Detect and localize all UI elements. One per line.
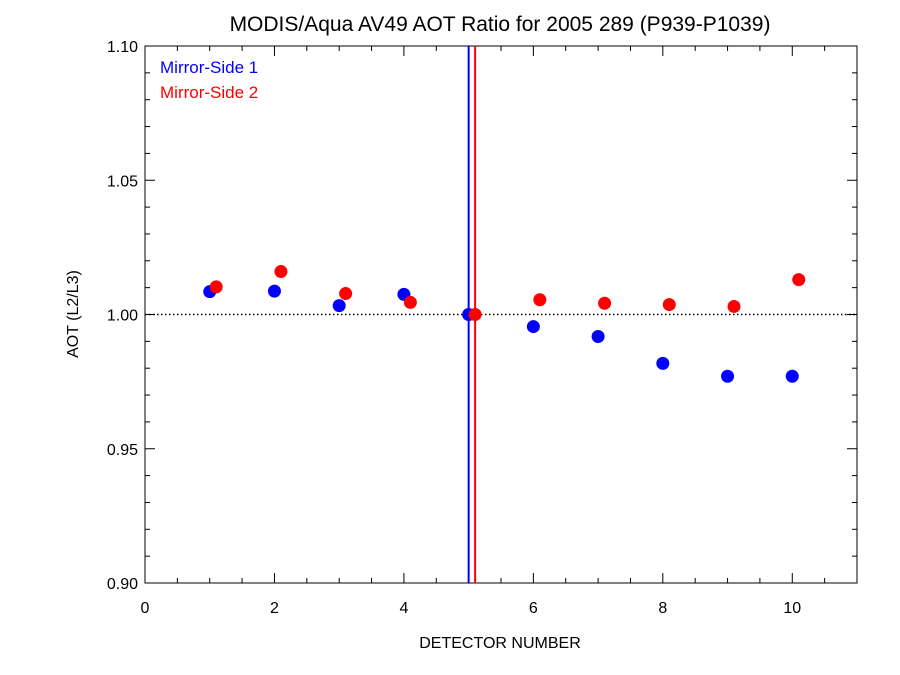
series-2-point: [403, 295, 417, 309]
series-2-point: [727, 299, 741, 313]
x-tick-label: 0: [141, 600, 150, 617]
chart-title: MODIS/Aqua AV49 AOT Ratio for 2005 289 (…: [230, 13, 771, 36]
y-tick-label: 0.95: [107, 442, 138, 459]
series-1-point: [591, 330, 605, 344]
legend: Mirror-Side 1 Mirror-Side 2: [160, 58, 258, 102]
y-tick-label: 0.90: [107, 576, 138, 593]
y-axis-label: AOT (L2/L3): [65, 270, 82, 358]
plot-area: 0 2 4 6 8 10 0.90 0.95 1.00 1.05 1.10: [107, 39, 858, 617]
y-tick-label: 1.00: [107, 308, 138, 325]
legend-entry-2: Mirror-Side 2: [160, 83, 258, 102]
series-2-point: [209, 280, 223, 294]
x-tick-label: 4: [399, 600, 408, 617]
y-tick-label: 1.10: [107, 39, 138, 56]
series-2-point: [662, 298, 676, 312]
x-tick-label: 6: [529, 600, 538, 617]
legend-entry-1: Mirror-Side 1: [160, 58, 258, 77]
series-2-point: [533, 293, 547, 307]
series-1-point: [332, 299, 346, 313]
x-tick-label: 2: [270, 600, 279, 617]
x-tick-label: 10: [783, 600, 801, 617]
series-2-point: [468, 308, 482, 321]
series-1-point: [721, 369, 735, 383]
series-1-point: [656, 356, 670, 370]
y-tick-label: 1.05: [107, 173, 138, 190]
series-2-point: [339, 287, 353, 301]
x-axis-label: DETECTOR NUMBER: [419, 635, 581, 652]
x-tick-label: 8: [658, 600, 667, 617]
series-2-point: [792, 273, 806, 287]
series-1-point: [267, 284, 281, 298]
series-1-point: [526, 320, 540, 334]
series-2-point: [598, 296, 612, 310]
series-2-point: [274, 265, 288, 279]
series-1-point: [785, 369, 799, 383]
